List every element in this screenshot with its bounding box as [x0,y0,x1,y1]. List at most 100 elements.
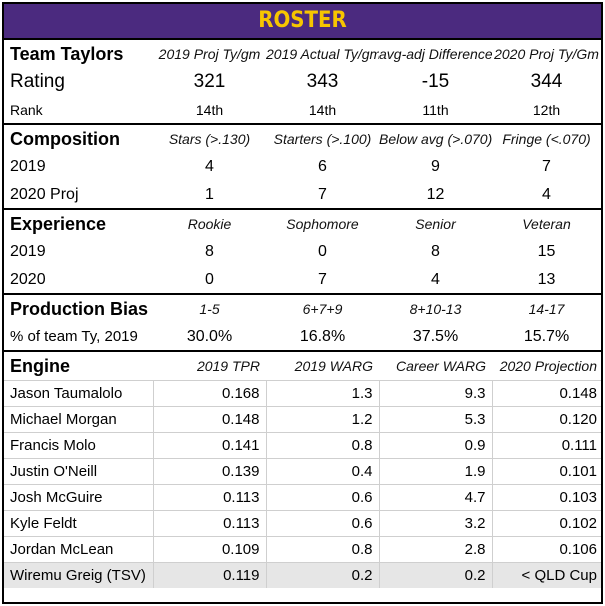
engine-row: Wiremu Greig (TSV) 0.119 0.2 0.2 < QLD C… [4,562,601,588]
rating-row: Rating 321 343 -15 344 [4,68,601,96]
player-warg: 0.4 [265,458,379,485]
experience-col-3: Senior [379,208,492,238]
player-warg: 0.8 [265,432,379,459]
engine-col-4: 2020 Projection [492,350,601,381]
rank-row: Rank 14th 14th 11th 12th [4,96,601,124]
team-col-2: 2019 Actual Ty/gm [266,46,379,62]
player-projection: 0.106 [491,536,601,563]
engine-header: Engine [4,350,153,381]
player-name: Jason Taumalolo [4,380,153,407]
production-value: 15.7% [523,327,570,345]
player-tpr: 0.141 [152,432,266,459]
experience-col-4: Veteran [492,208,601,238]
player-tpr: 0.109 [152,536,266,563]
experience-row-label: 2020 [10,270,46,288]
player-name: Justin O'Neill [4,458,153,485]
experience-header-row: Experience Rookie Sophomore Senior Veter… [4,208,601,238]
experience-value: 8 [205,243,214,260]
experience-value: 15 [537,243,556,260]
team-col-1: 2019 Proj Ty/gm [158,46,261,62]
production-header: Production Bias [4,293,153,323]
composition-row-label: 2019 [10,158,46,175]
player-career-warg: 1.9 [378,458,492,485]
roster-title: ROSTER [4,4,601,40]
player-name: Michael Morgan [4,406,153,433]
player-projection: < QLD Cup [491,562,601,588]
engine-row: Josh McGuire 0.113 0.6 4.7 0.103 [4,484,601,511]
production-header-row: Production Bias 1-5 6+7+9 8+10-13 14-17 [4,293,601,323]
engine-row: Francis Molo 0.141 0.8 0.9 0.111 [4,432,601,459]
player-name: Wiremu Greig (TSV) [4,562,153,588]
production-col-1: 1-5 [153,293,266,323]
player-tpr: 0.119 [152,562,266,588]
player-career-warg: 5.3 [378,406,492,433]
team-header: Team Taylors [10,43,124,64]
player-career-warg: 3.2 [378,510,492,537]
player-projection: 0.103 [491,484,601,511]
composition-row-label: 2020 Proj [10,185,79,203]
player-projection: 0.101 [491,458,601,485]
production-col-3: 8+10-13 [379,293,492,323]
player-name: Kyle Feldt [4,510,153,537]
player-tpr: 0.113 [152,484,266,511]
player-career-warg: 9.3 [378,380,492,407]
experience-value: 0 [205,270,214,288]
player-warg: 0.6 [265,484,379,511]
experience-col-1: Rookie [153,208,266,238]
composition-header: Composition [4,123,153,153]
rating-value: 343 [306,71,339,92]
composition-value: 1 [205,185,214,203]
production-row: % of team Ty, 2019 30.0% 16.8% 37.5% 15.… [4,323,601,351]
experience-row: 2020 0 7 4 13 [4,266,601,294]
player-projection: 0.120 [491,406,601,433]
player-projection: 0.111 [491,432,601,459]
production-value: 16.8% [299,327,346,345]
composition-row: 2020 Proj 1 7 12 4 [4,181,601,209]
player-tpr: 0.148 [152,406,266,433]
engine-row: Jason Taumalolo 0.168 1.3 9.3 0.148 [4,380,601,407]
rating-value: 344 [530,71,563,92]
experience-value: 8 [431,243,440,260]
composition-value: 6 [318,158,327,175]
production-value: 37.5% [412,327,459,345]
engine-col-1: 2019 TPR [153,350,266,381]
player-career-warg: 2.8 [378,536,492,563]
engine-col-2: 2019 WARG [266,350,379,381]
composition-row: 2019 4 6 9 7 [4,153,601,181]
composition-value: 12 [426,185,445,203]
player-career-warg: 0.2 [378,562,492,588]
rank-label: Rank [10,101,43,118]
composition-value: 9 [431,158,440,175]
production-col-2: 6+7+9 [266,293,379,323]
player-tpr: 0.113 [152,510,266,537]
player-name: Jordan McLean [4,536,153,563]
production-row-label: % of team Ty, 2019 [10,328,138,345]
player-warg: 1.3 [265,380,379,407]
experience-value: 13 [537,270,556,288]
rating-label: Rating [10,71,65,92]
rank-value: 11th [422,101,449,118]
player-warg: 0.8 [265,536,379,563]
player-career-warg: 0.9 [378,432,492,459]
rating-value: -15 [421,71,450,92]
engine-row: Kyle Feldt 0.113 0.6 3.2 0.102 [4,510,601,537]
composition-col-3: Below avg (>.070) [379,123,492,153]
player-name: Francis Molo [4,432,153,459]
player-projection: 0.148 [491,380,601,407]
player-name: Josh McGuire [4,484,153,511]
experience-value: 7 [318,270,327,288]
team-col-4: 2020 Proj Ty/Gm [494,46,599,62]
production-value: 30.0% [186,327,233,345]
rating-value: 321 [193,71,226,92]
player-warg: 0.2 [265,562,379,588]
engine-header-row: Engine 2019 TPR 2019 WARG Career WARG 20… [4,350,601,381]
player-projection: 0.102 [491,510,601,537]
player-tpr: 0.139 [152,458,266,485]
composition-value: 4 [542,185,551,203]
experience-value: 4 [431,270,440,288]
experience-value: 0 [318,243,327,260]
roster-table: Team Taylors 2019 Proj Ty/gm 2019 Actual… [4,40,601,588]
experience-row-label: 2019 [10,243,46,260]
experience-row: 2019 8 0 8 15 [4,238,601,266]
